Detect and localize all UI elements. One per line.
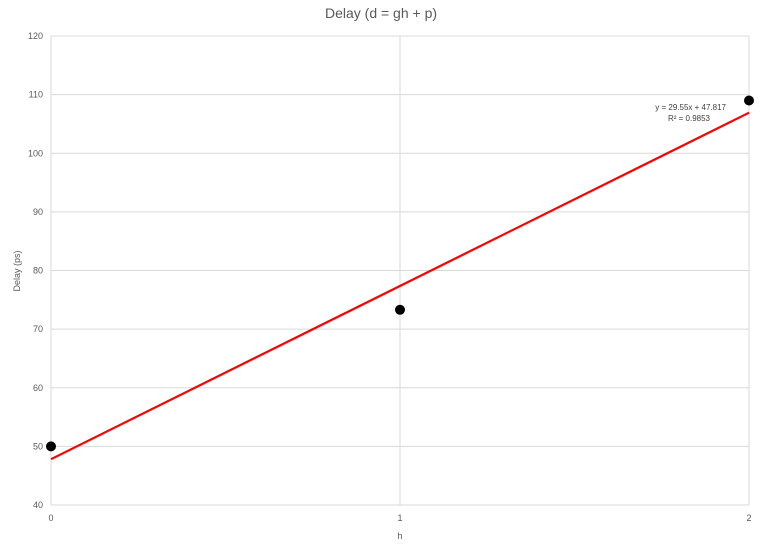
y-tick-label: 120 — [28, 31, 43, 41]
trendline-group — [50, 111, 750, 461]
data-point — [46, 441, 56, 452]
gridlines — [50, 35, 750, 506]
y-axis-label: Delay (ps) — [12, 250, 22, 291]
y-tick-label: 100 — [28, 148, 43, 158]
y-tick-label: 60 — [33, 383, 43, 393]
y-tick-label: 90 — [33, 207, 43, 217]
data-point — [395, 304, 405, 315]
trendline — [50, 111, 750, 461]
trendline-r-squared: R² = 0.9853 — [668, 114, 711, 123]
y-tick-label: 40 — [33, 500, 43, 510]
y-tick-label: 80 — [33, 266, 43, 276]
y-tick-label: 110 — [29, 90, 43, 100]
tick-labels: 40 50 60 70 80 90 100 110 120 0 1 2 — [28, 31, 752, 523]
chart-title: Delay (d = gh + p) — [325, 5, 437, 21]
data-point — [744, 95, 754, 106]
trendline-equation: y = 29.55x + 47.817 — [655, 103, 726, 112]
data-points — [46, 95, 754, 452]
y-tick-label: 50 — [33, 441, 43, 451]
x-axis-label: h — [397, 531, 402, 541]
x-tick-label: 0 — [48, 513, 53, 523]
x-tick-label: 1 — [397, 513, 402, 523]
y-tick-label: 70 — [33, 324, 43, 334]
x-tick-label: 2 — [746, 513, 751, 523]
